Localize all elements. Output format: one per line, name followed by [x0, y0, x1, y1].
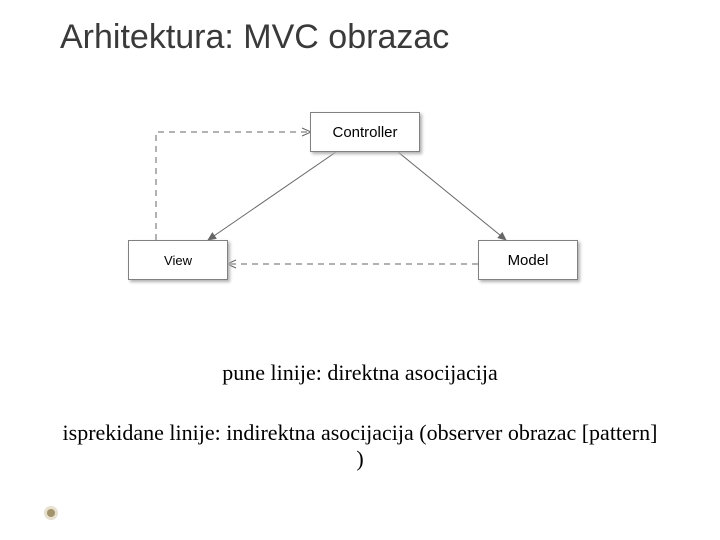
slide: Arhitektura: MVC obrazac Controller View [0, 0, 720, 540]
node-model: Model [478, 240, 578, 280]
node-view-label: View [164, 253, 192, 268]
mvc-diagram: Controller View Model [108, 100, 608, 320]
caption-line-1: pune linije: direktna asocijacija [60, 360, 660, 386]
node-controller: Controller [310, 112, 420, 152]
node-view: View [128, 240, 228, 280]
edge-controller-view [208, 152, 336, 240]
edge-controller-model [398, 152, 506, 240]
caption-line-2: isprekidane linije: indirektna asocijaci… [60, 420, 660, 472]
page-title: Arhitektura: MVC obrazac [60, 18, 449, 57]
node-model-label: Model [508, 252, 549, 269]
node-controller-label: Controller [332, 124, 397, 141]
slide-bullet-inner [47, 509, 55, 517]
